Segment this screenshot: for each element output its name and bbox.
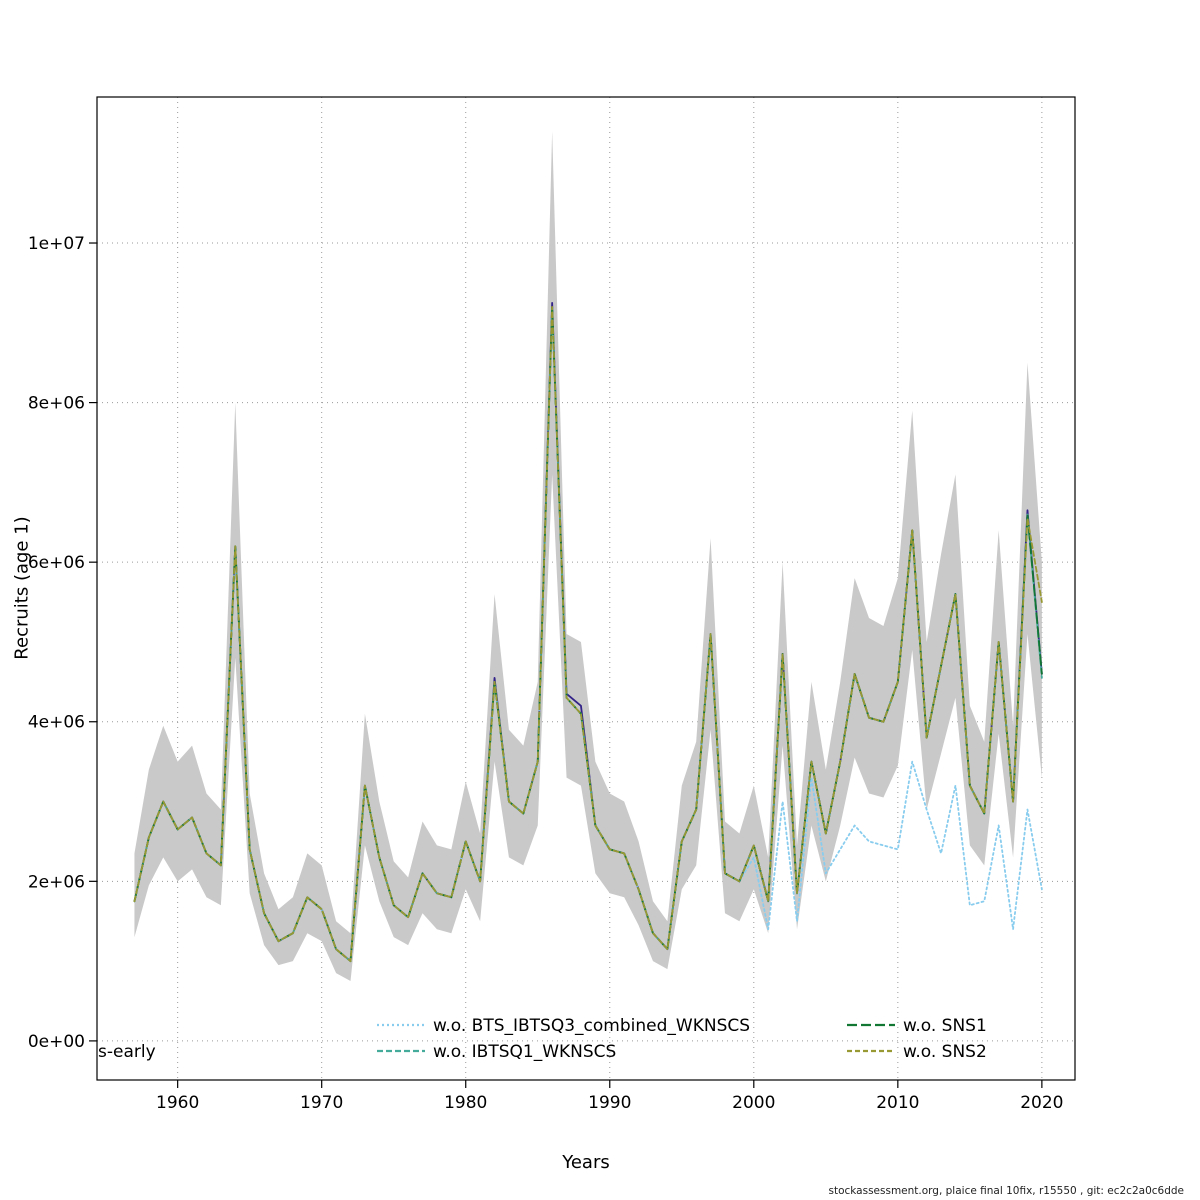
y-tick-label: 0e+00 xyxy=(28,1032,85,1052)
legend-label: w.o. SNS2 xyxy=(903,1042,987,1062)
y-tick-label: 8e+06 xyxy=(28,394,85,414)
y-tick-label: 1e+07 xyxy=(28,234,85,254)
confidence-band xyxy=(134,131,1042,982)
series-line xyxy=(133,305,1043,963)
x-tick-label: 1980 xyxy=(444,1093,487,1113)
legend-label: w.o. SNS1 xyxy=(903,1016,987,1036)
legend-label: w.o. IBTSQ1_WKNSCS xyxy=(433,1042,616,1062)
x-tick-label: 2010 xyxy=(876,1093,919,1113)
legend-label: w.o. BTS_IBTSQ3_combined_WKNSCS xyxy=(433,1016,750,1036)
x-axis-label: Years xyxy=(562,1152,610,1173)
x-tick-label: 1960 xyxy=(156,1093,199,1113)
x-tick-label: 1990 xyxy=(588,1093,631,1113)
y-tick-label: 2e+06 xyxy=(28,872,85,892)
y-tick-label: 4e+06 xyxy=(28,713,85,733)
plot-border xyxy=(96,96,1076,1081)
y-axis-label: Recruits (age 1) xyxy=(11,516,33,660)
corner-label: s-early xyxy=(98,1042,156,1062)
y-tick-label: 6e+06 xyxy=(28,553,85,573)
x-tick-label: 2020 xyxy=(1020,1093,1063,1113)
x-tick-label: 1970 xyxy=(300,1093,343,1113)
x-tick-label: 2000 xyxy=(732,1093,775,1113)
footer-citation: stockassessment.org, plaice final 10fix,… xyxy=(828,1185,1184,1197)
